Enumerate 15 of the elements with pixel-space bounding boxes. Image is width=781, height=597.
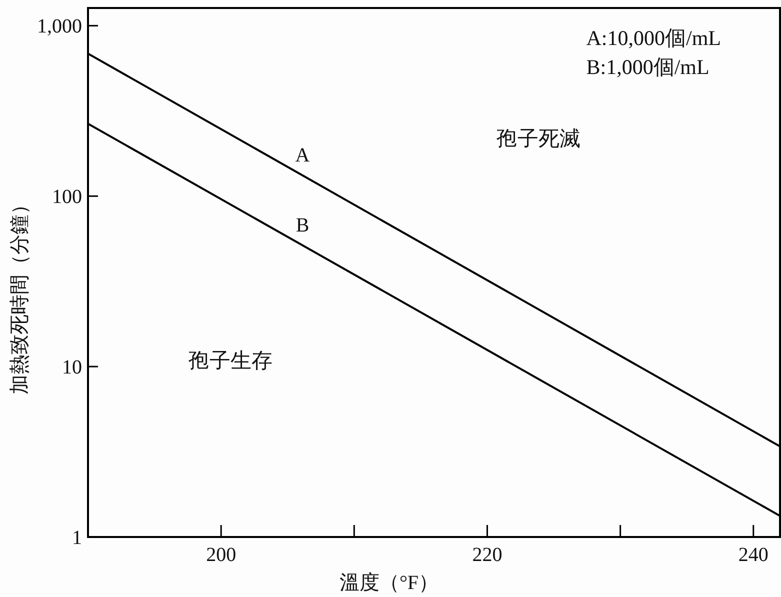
x-tick-label: 240 <box>738 544 768 566</box>
x-tick-label: 220 <box>472 544 502 566</box>
annotation: A:10,000個/mL <box>586 26 721 50</box>
y-axis-title: 加熱致死時間（分鐘） <box>9 194 31 394</box>
x-tick-label: 200 <box>206 544 236 566</box>
series-label: B <box>296 214 310 236</box>
y-tick-label: 10 <box>62 356 82 379</box>
annotation: B:1,000個/mL <box>586 55 710 80</box>
y-tick-label: 1,000 <box>37 16 82 38</box>
y-tick-label: 100 <box>52 186 82 208</box>
series-label: A <box>295 144 310 166</box>
annotation: 孢子生存 <box>188 348 272 373</box>
annotation: 孢子死滅 <box>496 126 580 151</box>
x-axis-title: 溫度（°F） <box>339 572 439 594</box>
y-tick-label: 1 <box>72 527 82 549</box>
